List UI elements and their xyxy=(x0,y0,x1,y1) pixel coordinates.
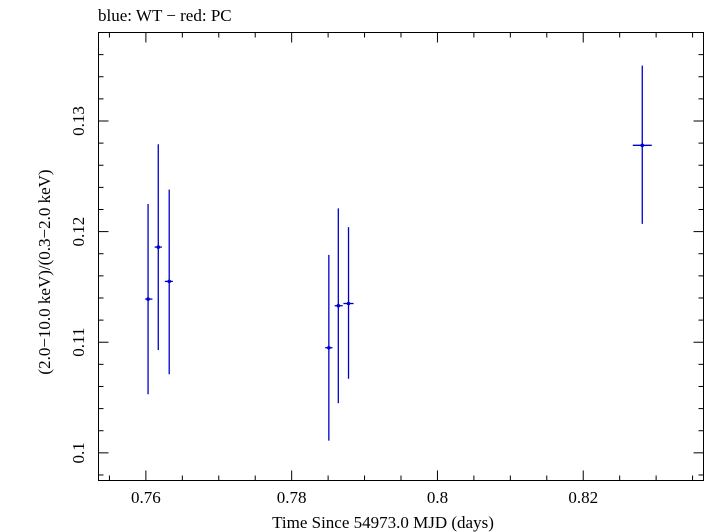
data-point xyxy=(632,65,652,224)
point-marker xyxy=(146,297,150,301)
point-marker xyxy=(336,303,341,308)
x-tick-label: 0.82 xyxy=(568,488,598,507)
axis-ticks: 0.76 0.78 0.8 0.82 0.1 0.11 0.12 0.13 xyxy=(69,32,704,507)
point-marker xyxy=(156,245,161,249)
data-point xyxy=(334,208,343,404)
y-tick-label: 0.13 xyxy=(69,106,88,136)
data-point xyxy=(154,144,162,350)
data-point xyxy=(343,227,354,379)
x-tick-label: 0.76 xyxy=(131,488,161,507)
y-tick-label: 0.11 xyxy=(69,328,88,357)
data-point xyxy=(325,254,333,441)
point-marker xyxy=(640,143,645,148)
y-tick-label: 0.12 xyxy=(69,217,88,247)
plot-frame xyxy=(98,32,704,481)
x-tick-label: 0.8 xyxy=(427,488,448,507)
point-marker xyxy=(327,345,331,350)
chart-title: blue: WT − red: PC xyxy=(98,6,232,25)
y-axis-label: (2.0−10.0 keV)/(0.3−2.0 keV) xyxy=(35,169,54,374)
data-point xyxy=(164,189,173,375)
x-axis-label: Time Since 54973.0 MJD (days) xyxy=(272,513,494,532)
x-tick-label: 0.78 xyxy=(277,488,307,507)
y-tick-label: 0.1 xyxy=(69,442,88,463)
data-marks xyxy=(145,65,652,441)
data-point xyxy=(145,203,153,395)
point-marker xyxy=(346,301,351,306)
point-marker xyxy=(167,279,172,284)
